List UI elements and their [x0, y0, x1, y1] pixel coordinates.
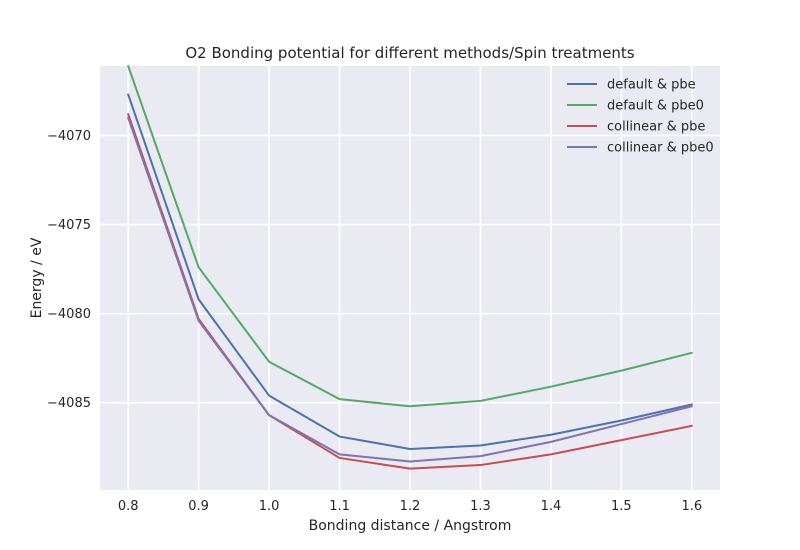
- series-line-2: [127, 65, 693, 408]
- legend: default & pbe default & pbe0 collinear & p…: [567, 78, 714, 156]
- series-line-4: [127, 116, 693, 463]
- y-axis-label: Energy / eV: [29, 237, 45, 318]
- chart-title: O2 Bonding potential for different metho…: [185, 44, 634, 62]
- y-tick-label: −4085: [47, 396, 91, 411]
- x-tick-label: 0.9: [188, 499, 209, 514]
- x-tick-label: 1.3: [470, 499, 491, 514]
- x-tick-label: 0.8: [118, 499, 139, 514]
- x-tick-label: 1.2: [400, 499, 421, 514]
- x-tick-label: 1.1: [329, 499, 350, 514]
- x-axis-label: Bonding distance / Angstrom: [309, 518, 512, 534]
- legend-label: collinear & pbe0: [607, 141, 714, 156]
- legend-label: collinear & pbe: [607, 120, 705, 135]
- x-tick-label: 1.0: [259, 499, 280, 514]
- y-tick-label: −4070: [47, 129, 91, 144]
- y-ticks: −4070 −4075 −4080 −4085: [47, 129, 91, 411]
- grid: [100, 66, 720, 490]
- series-layer: [127, 65, 693, 470]
- x-tick-label: 1.4: [541, 499, 562, 514]
- legend-label: default & pbe0: [607, 99, 704, 114]
- series-line-1: [127, 93, 693, 451]
- x-ticks: 0.8 0.9 1.0 1.1 1.2 1.3 1.4 1.5 1.6: [118, 499, 702, 514]
- y-tick-label: −4075: [47, 218, 91, 233]
- x-tick-label: 1.6: [681, 499, 702, 514]
- y-tick-label: −4080: [47, 307, 91, 322]
- legend-label: default & pbe: [607, 78, 696, 93]
- x-tick-label: 1.5: [611, 499, 632, 514]
